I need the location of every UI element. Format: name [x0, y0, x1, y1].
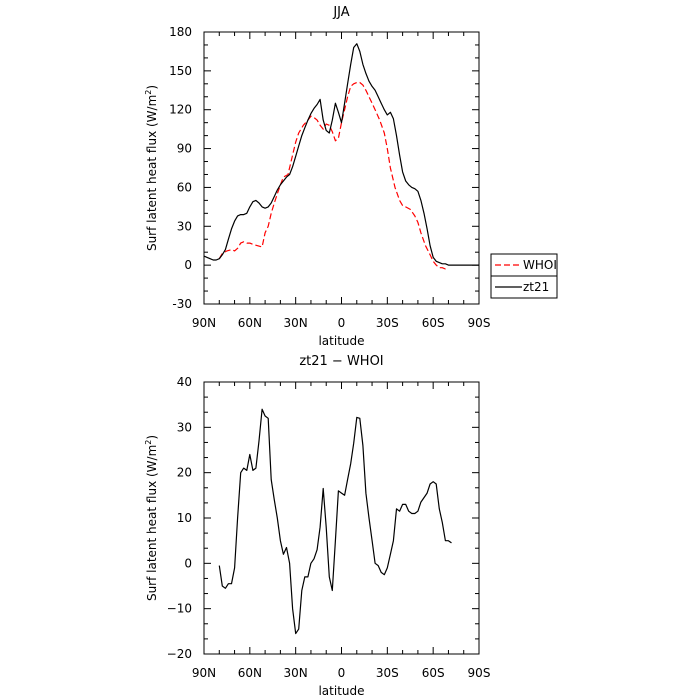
y-tick-label: 90	[177, 142, 192, 156]
x-tick-label: 0	[338, 666, 346, 680]
x-tick-label: 60S	[422, 666, 445, 680]
x-tick-label: 60N	[238, 666, 262, 680]
y-axis-label-superscript: 2	[144, 90, 153, 95]
y-tick-label: 30	[177, 420, 192, 434]
y-axis-label-close: )	[145, 435, 159, 440]
x-axis-label: latitude	[318, 684, 364, 698]
plot-frame	[203, 381, 480, 655]
series-line-zt21	[203, 43, 479, 266]
y-tick-label: -30	[172, 297, 192, 311]
x-tick-label: 30S	[376, 316, 399, 330]
y-tick-label: −10	[167, 602, 192, 616]
y-tick-label: 40	[177, 375, 192, 389]
y-tick-label: 10	[177, 511, 192, 525]
x-tick-label: 30N	[284, 316, 308, 330]
y-tick-label: 180	[169, 25, 192, 39]
y-axis-label: Surf latent heat flux (W/m2)	[144, 85, 159, 251]
y-tick-label: 0	[184, 258, 192, 272]
legend: WHOI zt21	[490, 253, 558, 299]
x-tick-label: 0	[338, 316, 346, 330]
y-tick-label: 120	[169, 103, 192, 117]
x-tick-label: 60N	[238, 316, 262, 330]
y-tick-label: 30	[177, 219, 192, 233]
chart-title: zt21 − WHOI	[299, 354, 383, 369]
y-axis-label-close: )	[145, 85, 159, 90]
bottom-chart: zt21 − WHOI 90N 60N 30N 0 30S 60S 90S −20 −10 0 10 2…	[144, 354, 490, 698]
y-tick-label: 0	[184, 556, 192, 570]
plot-frame	[203, 31, 480, 305]
series-line-difference	[218, 408, 452, 635]
y-tick-label: 60	[177, 180, 192, 194]
series-line-whoi	[218, 81, 449, 270]
y-axis-label-superscript: 2	[144, 440, 153, 445]
chart-title: JJA	[332, 5, 349, 20]
legend-label-whoi: WHOI	[523, 258, 557, 272]
x-tick-label: 60S	[422, 316, 445, 330]
top-chart: JJA 90N 60N 30N 0 30S 60S 90S -30 0 30 60 90 120 150 18…	[144, 5, 490, 348]
x-tick-label: 30N	[284, 666, 308, 680]
x-tick-label: 90N	[192, 316, 216, 330]
x-tick-label: 90S	[468, 666, 491, 680]
y-axis-label-main: Surf latent heat flux (W/m	[145, 95, 159, 251]
x-tick-label: 90N	[192, 666, 216, 680]
y-tick-label: 20	[177, 466, 192, 480]
legend-label-zt21: zt21	[523, 280, 549, 294]
x-tick-label: 30S	[376, 666, 399, 680]
x-axis-label: latitude	[318, 334, 364, 348]
y-axis-label: Surf latent heat flux (W/m2)	[144, 435, 159, 601]
y-axis-label-main: Surf latent heat flux (W/m	[145, 445, 159, 601]
y-tick-label: −20	[167, 647, 192, 661]
x-tick-label: 90S	[468, 316, 491, 330]
y-tick-label: 150	[169, 64, 192, 78]
